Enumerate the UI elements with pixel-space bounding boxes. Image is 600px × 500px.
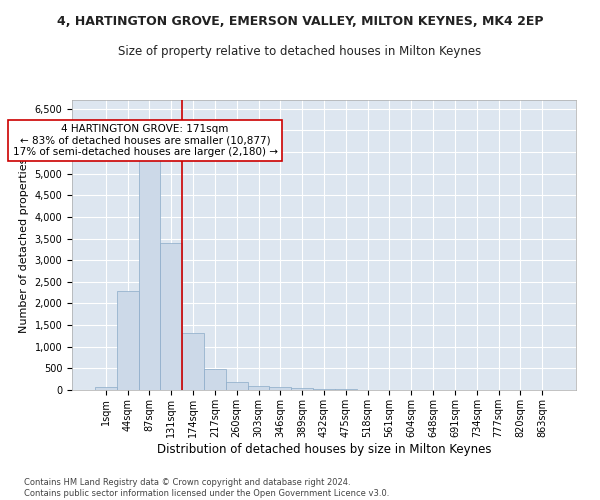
Bar — [269, 388, 291, 390]
Bar — [313, 389, 335, 390]
Y-axis label: Number of detached properties: Number of detached properties — [19, 158, 29, 332]
Bar — [160, 243, 182, 390]
Text: Size of property relative to detached houses in Milton Keynes: Size of property relative to detached ho… — [118, 45, 482, 58]
Bar — [139, 156, 160, 390]
Text: 4, HARTINGTON GROVE, EMERSON VALLEY, MILTON KEYNES, MK4 2EP: 4, HARTINGTON GROVE, EMERSON VALLEY, MIL… — [57, 15, 543, 28]
Bar — [117, 292, 139, 390]
Bar — [291, 388, 313, 390]
X-axis label: Distribution of detached houses by size in Milton Keynes: Distribution of detached houses by size … — [157, 442, 491, 456]
Bar — [204, 369, 226, 390]
Bar — [226, 382, 248, 390]
Text: Contains HM Land Registry data © Crown copyright and database right 2024.
Contai: Contains HM Land Registry data © Crown c… — [24, 478, 389, 498]
Bar — [95, 387, 117, 390]
Bar — [182, 334, 204, 390]
Text: 4 HARTINGTON GROVE: 171sqm
← 83% of detached houses are smaller (10,877)
17% of : 4 HARTINGTON GROVE: 171sqm ← 83% of deta… — [13, 124, 278, 157]
Bar — [248, 386, 269, 390]
